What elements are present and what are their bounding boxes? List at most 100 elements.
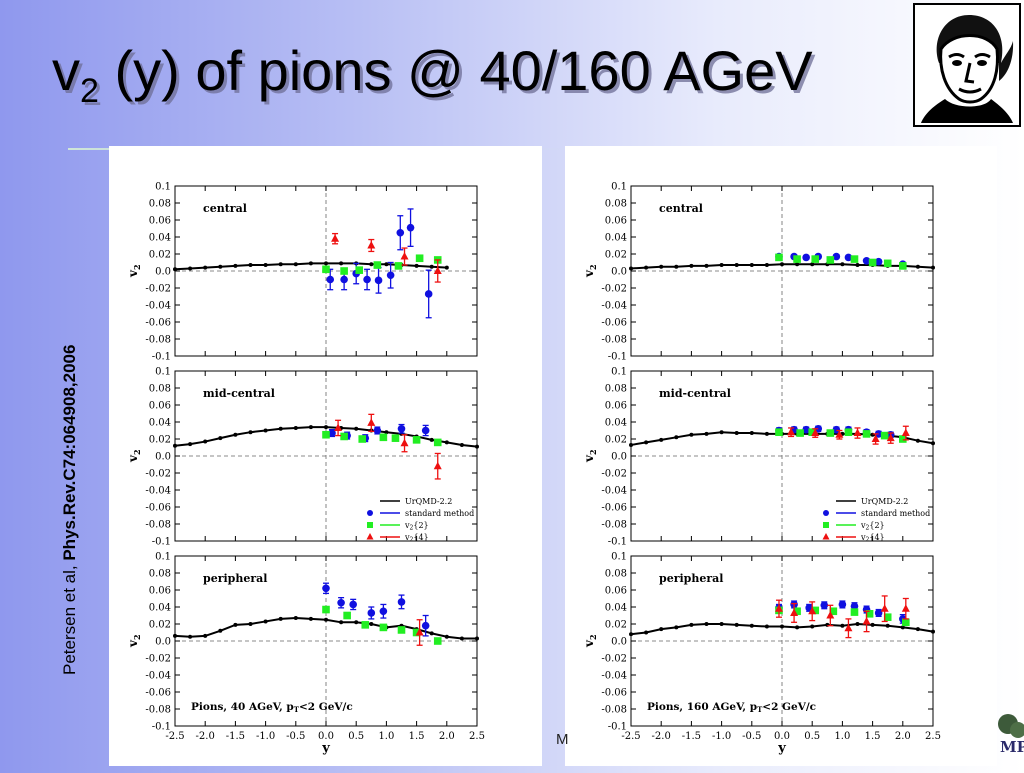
y-tick-label: 0.06: [149, 216, 171, 227]
urqmd-point: [644, 265, 649, 270]
y-tick-label: 0.02: [605, 620, 627, 631]
urqmd-point: [369, 622, 374, 626]
legend-entry: standard method: [861, 509, 930, 518]
y-tick-label: 0.04: [149, 418, 171, 429]
urqmd-point: [263, 263, 268, 268]
standard-method-point: [802, 425, 810, 434]
v2-4-point: [871, 434, 880, 442]
v2-2-point: [868, 258, 877, 267]
v2-4-point: [901, 604, 910, 612]
urqmd-point: [203, 633, 208, 638]
y-axis-label-sub: 2: [588, 264, 598, 270]
institute-logo: MP: [994, 708, 1024, 768]
standard-method-point: [322, 584, 330, 593]
x-tick-label: -0.5: [742, 731, 761, 742]
standard-method-point: [421, 621, 430, 630]
y-tick-label: 0.0: [611, 452, 627, 463]
chart-caption-sub: T: [294, 705, 300, 714]
v2-4-point: [862, 616, 871, 625]
urqmd-point: [384, 262, 389, 267]
legend-entry: v2{4}: [404, 533, 429, 544]
v2-2-point: [379, 623, 388, 632]
urqmd-point: [629, 266, 633, 271]
y-tick-label: 0.06: [605, 586, 627, 597]
x-tick-label: -1.0: [256, 731, 275, 742]
urqmd-point: [644, 440, 649, 445]
legend-entry-main: v: [860, 521, 866, 530]
x-axis-label: y: [777, 741, 786, 756]
urqmd-point: [278, 262, 283, 267]
x-tick-label: -2.5: [165, 731, 184, 742]
v2-4-point: [886, 433, 895, 442]
urqmd-point: [689, 432, 694, 437]
v2-4-point: [433, 461, 442, 470]
y-tick-label: -0.08: [601, 335, 627, 346]
v2-4-point: [880, 604, 889, 612]
x-tick-label: 0.5: [348, 731, 364, 742]
v2-4-point: [853, 428, 862, 437]
urqmd-point: [324, 261, 328, 266]
v2-4-point: [367, 241, 376, 249]
urqmd-point: [915, 264, 920, 269]
urqmd-point: [915, 438, 920, 443]
chart-panel-160-agev: 0.1 0.08 0.06 0.04 0.02 0.0 -0.02 -0.04 -0.06 -0.…: [565, 146, 997, 766]
v2-4-point: [826, 611, 835, 619]
slide-title: v2 (y) of pions @ 40/160 AGeV: [52, 38, 813, 111]
urqmd-point: [704, 622, 709, 626]
v2-2-point: [415, 254, 424, 263]
v2-2-point: [379, 433, 388, 442]
y-tick-label: 0.08: [605, 384, 627, 395]
urqmd-point: [629, 442, 633, 447]
v2-2-point: [394, 262, 403, 270]
standard-method-point: [802, 253, 810, 262]
y-tick-label: 0.1: [155, 182, 171, 193]
urqmd-point: [734, 263, 739, 268]
urqmd-point: [810, 624, 815, 629]
x-tick-label: 2.5: [925, 731, 941, 742]
urqmd-point: [354, 620, 359, 625]
v2-2-point: [358, 435, 367, 443]
legend-entry-tail: {4}: [869, 533, 884, 542]
y-tick-label: -0.06: [145, 688, 171, 699]
y-tick-label: 0.1: [155, 552, 171, 563]
urqmd-point: [278, 426, 283, 431]
y-tick-label: 0.1: [611, 182, 627, 193]
urqmd-point: [915, 627, 920, 632]
urqmd-point: [429, 264, 434, 269]
y-tick-label: 0.06: [149, 586, 171, 597]
v2-2-point: [391, 434, 400, 442]
legend-entry-sub: 2: [866, 537, 870, 544]
urqmd-point: [659, 264, 664, 269]
standard-method-point: [424, 290, 433, 298]
urqmd-point: [719, 430, 724, 435]
y-tick-label: -0.1: [152, 352, 171, 363]
legend-entry-main: standard method: [405, 509, 474, 518]
chart-caption: Pions, 40 AGeV, pT<2 GeV/c: [191, 701, 353, 714]
urqmd-point: [644, 630, 649, 635]
urqmd-point: [749, 431, 754, 436]
v2-2-point: [850, 255, 859, 263]
x-tick-label: 1.5: [409, 731, 425, 742]
y-axis-label-main: v: [126, 639, 140, 648]
urqmd-point: [704, 431, 709, 436]
urqmd-point: [885, 623, 890, 628]
v2-2-point: [361, 621, 370, 629]
v2-2-point: [899, 262, 907, 270]
legend-entry-main: v: [404, 533, 410, 542]
v2-2-point: [796, 429, 804, 437]
standard-method-point: [874, 430, 883, 438]
legend-entry-main: v: [404, 521, 410, 530]
svg-text:MP: MP: [1000, 738, 1024, 756]
legend-entry: v2{4}: [860, 533, 885, 544]
legend-entry: UrQMD-2.2: [405, 497, 452, 506]
y-tick-label: 0.04: [149, 603, 171, 614]
y-tick-label: -0.04: [601, 301, 627, 312]
urqmd-point: [339, 261, 344, 266]
urqmd-point: [475, 636, 479, 641]
v2-4-point: [415, 628, 424, 636]
urqmd-point: [674, 264, 679, 269]
x-tick-label: -2.5: [621, 731, 640, 742]
standard-method-point: [397, 598, 406, 606]
urqmd-point: [780, 262, 784, 267]
y-tick-label: -0.1: [608, 352, 627, 363]
